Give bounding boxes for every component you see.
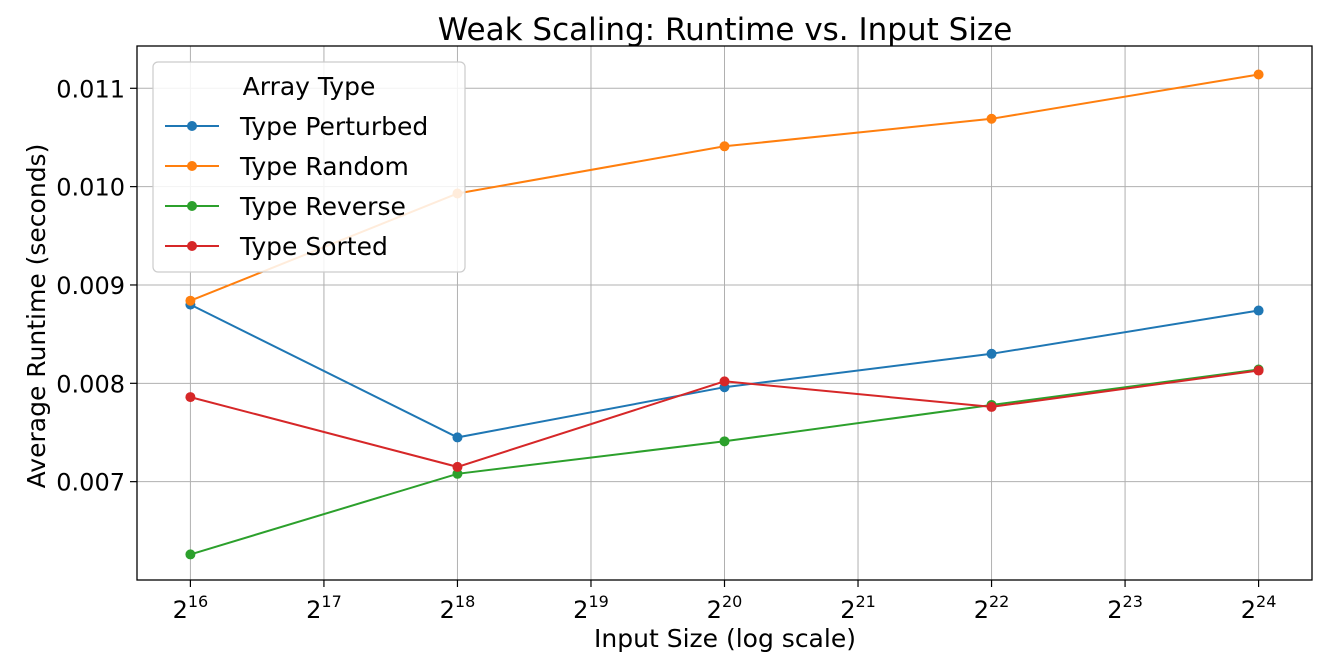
data-point [1253,69,1264,80]
data-point [185,549,196,560]
data-point [1253,305,1264,316]
x-tick-base: 2 [573,596,588,624]
x-tick-base: 2 [173,596,188,624]
x-tick-label: 221 [840,592,876,624]
x-tick-exponent: 20 [722,592,742,611]
legend-item: Type Random [165,152,409,181]
data-point [1253,365,1264,376]
x-tick-base: 2 [1107,596,1122,624]
x-tick-base: 2 [707,596,722,624]
series-type-sorted [185,365,1264,472]
legend-item: Type Reverse [165,192,406,221]
legend-box [152,61,466,273]
legend-swatch-marker [187,121,197,131]
legend-item: Type Perturbed [165,112,428,141]
x-tick-label: 224 [1241,592,1277,624]
x-tick-exponent: 18 [455,592,475,611]
x-tick-base: 2 [1241,596,1256,624]
grid [137,46,1312,580]
data-point [986,348,997,359]
legend-label: Type Random [239,152,409,181]
x-tick-base: 2 [840,596,855,624]
legend-swatch-marker [187,201,197,211]
legend-label: Type Perturbed [239,112,428,141]
x-tick-exponent: 17 [321,592,341,611]
data-point [452,461,463,472]
legend-label: Type Reverse [239,192,406,221]
y-tick-label: 0.009 [56,272,125,300]
x-tick-exponent: 21 [855,592,875,611]
y-axis-ticks: 0.007 0.008 0.009 0.010 0.011 [56,75,137,497]
data-point [719,141,730,152]
data-point [986,113,997,124]
y-tick-label: 0.010 [56,174,125,202]
x-tick-exponent: 19 [588,592,608,611]
x-axis-label: Input Size (log scale) [594,624,856,653]
data-point [719,436,730,447]
y-axis-label: Average Runtime (seconds) [22,144,51,489]
legend-swatch-marker [187,241,197,251]
data-point [719,376,730,387]
x-tick-label: 218 [440,592,476,624]
x-axis-ticks: 216 217 218 219 220 221 222 223 224 [173,580,1277,624]
chart-title: Weak Scaling: Runtime vs. Input Size [438,12,1013,48]
x-tick-exponent: 16 [188,592,208,611]
legend-title: Array Type [243,72,376,101]
x-tick-base: 2 [974,596,989,624]
x-tick-label: 217 [306,592,342,624]
y-tick-label: 0.011 [56,75,125,103]
data-point [452,432,463,443]
legend-swatch-marker [187,161,197,171]
x-tick-label: 222 [974,592,1010,624]
x-tick-label: 223 [1107,592,1143,624]
x-tick-base: 2 [440,596,455,624]
x-tick-exponent: 23 [1123,592,1143,611]
legend-label: Type Sorted [239,232,388,261]
y-tick-label: 0.008 [56,370,125,398]
data-point [452,468,463,479]
data-point [185,392,196,403]
data-point [986,401,997,412]
legend-item: Type Sorted [165,232,388,261]
data-point [185,295,196,306]
x-tick-exponent: 22 [989,592,1009,611]
x-tick-base: 2 [306,596,321,624]
x-tick-label: 219 [573,592,609,624]
x-tick-label: 220 [707,592,743,624]
y-tick-label: 0.007 [56,469,125,497]
x-tick-label: 216 [173,592,209,624]
x-tick-exponent: 24 [1256,592,1276,611]
legend: Array Type Type Perturbed Type Random Type … [152,61,466,273]
